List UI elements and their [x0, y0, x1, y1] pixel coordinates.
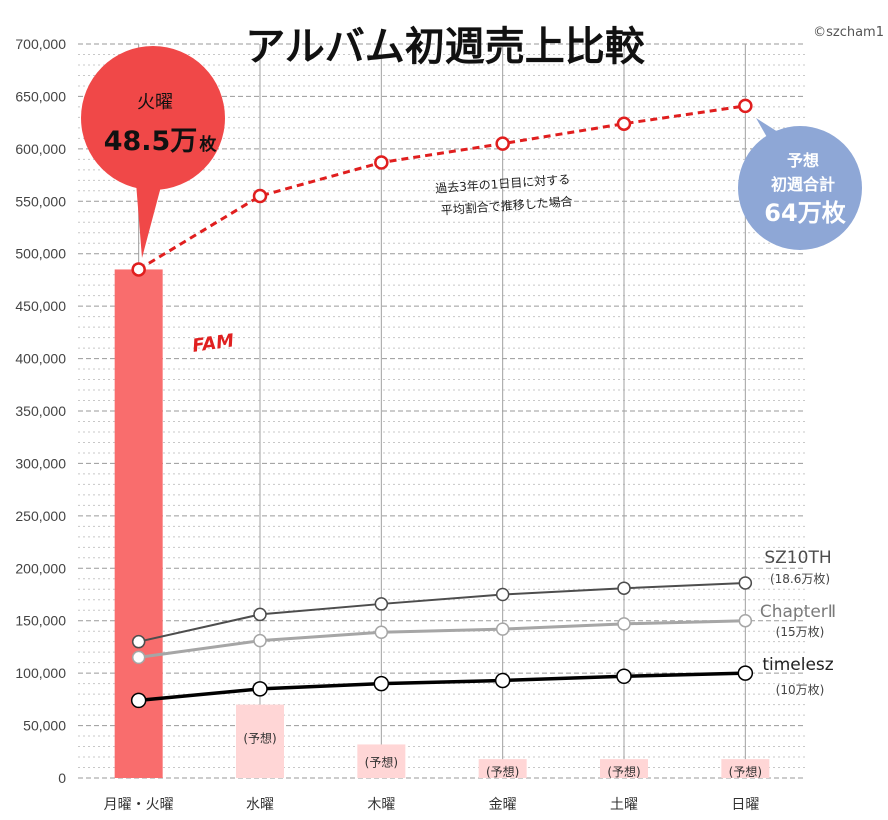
chart-title: アルバム初週売上比較 [245, 24, 646, 70]
tuesday-bubble-unit: 枚 [199, 134, 217, 155]
series-1-point [738, 576, 753, 590]
bar-1 [236, 704, 284, 778]
x-tick-label: 金曜 [489, 797, 517, 813]
series-0-point [495, 136, 510, 151]
series-line-0 [137, 104, 746, 271]
y-tick-label: 700,000 [15, 36, 66, 52]
series-lines [130, 98, 754, 709]
forecast-bubble-circle [738, 126, 862, 250]
series-2-point [253, 633, 267, 648]
series-2-point [738, 613, 753, 628]
series-2-point [495, 622, 510, 636]
y-tick-label: 300,000 [15, 455, 66, 471]
series-3-point [252, 681, 268, 697]
y-tick-label: 0 [58, 770, 66, 786]
y-tick-label: 400,000 [15, 351, 66, 367]
series-0-point [374, 155, 389, 170]
series-line-3 [138, 671, 746, 703]
forecast-label: (予想) [729, 764, 762, 779]
y-tick-label: 250,000 [15, 508, 66, 524]
x-axis-ticks: 月曜・火曜 水曜 木曜 金曜 土曜 日曜 [104, 797, 760, 813]
series-line-1 [138, 581, 746, 643]
series-2-point [374, 625, 389, 639]
series-3-point [616, 668, 632, 685]
tuesday-bubble: 火曜 48.5万枚 [81, 46, 225, 258]
series-sublabel-3: (10万枚) [776, 682, 825, 697]
tuesday-bubble-value: 48.5万 [104, 126, 198, 157]
x-tick-label: 木曜 [367, 797, 395, 813]
forecast-label: (予想) [607, 764, 640, 779]
y-tick-label: 150,000 [15, 613, 66, 629]
series-3-point [494, 672, 511, 689]
forecast-bubble: 予想 初週合計 64万枚 [738, 118, 862, 250]
series-label-1: SZ10TH [764, 548, 831, 568]
series-1-point [374, 597, 389, 611]
series-label-3: timelesz [762, 655, 833, 675]
series-3-point [737, 665, 754, 681]
y-tick-label: 50,000 [23, 718, 66, 734]
y-tick-label: 500,000 [15, 246, 66, 262]
forecast-bubble-value: 64万枚 [764, 199, 845, 227]
series-3-point [373, 675, 390, 692]
series-line-2 [138, 619, 746, 659]
tuesday-bubble-value-line: 48.5万枚 [104, 126, 218, 157]
forecast-bubble-line-2: 初週合計 [771, 175, 835, 194]
series-sublabel-2: (15万枚) [776, 624, 825, 639]
bar-3 [478, 759, 527, 778]
bar-5 [721, 759, 770, 778]
series-0-point [252, 188, 268, 204]
y-tick-label: 100,000 [15, 665, 66, 681]
bar-2 [357, 744, 406, 778]
x-tick-label: 水曜 [246, 797, 274, 813]
series-sublabel-1: (18.6万枚) [770, 571, 830, 586]
series-1-point [617, 581, 631, 595]
series-1-point [131, 634, 146, 649]
tuesday-bubble-circle [81, 46, 225, 190]
y-tick-label: 350,000 [15, 403, 66, 419]
series-labels: SZ10TH (18.6万枚) ChapterⅡ (15万枚) timelesz (10万… [760, 548, 836, 697]
series-0-point [738, 98, 753, 114]
grid [78, 43, 806, 779]
series-1-point [495, 587, 510, 602]
y-tick-label: 200,000 [15, 560, 66, 576]
x-tick-label: 月曜・火曜 [104, 797, 174, 813]
x-tick-label: 日曜 [731, 797, 759, 813]
series-2-point [131, 650, 146, 665]
tuesday-bubble-day: 火曜 [137, 92, 173, 113]
y-tick-label: 600,000 [15, 141, 66, 157]
series-1-point [253, 607, 267, 622]
forecast-label: (予想) [365, 754, 398, 769]
y-tick-label: 450,000 [15, 298, 66, 314]
y-axis-ticks: 0 50,000 100,000 150,000 200,000 250,000 300,0… [15, 36, 66, 786]
forecast-bubble-line-1: 予想 [787, 151, 819, 170]
forecast-label: (予想) [486, 764, 519, 779]
forecast-label: (予想) [243, 731, 276, 746]
y-tick-label: 550,000 [15, 193, 66, 209]
series-label-2: ChapterⅡ [760, 602, 836, 622]
series-0-point [131, 262, 146, 277]
series-0-point [616, 116, 632, 131]
credit-text: ©szcham1 [813, 25, 884, 40]
x-tick-label: 土曜 [610, 797, 638, 813]
series-3-point [130, 692, 147, 709]
y-tick-label: 650,000 [15, 88, 66, 104]
bar-4 [600, 759, 648, 778]
series-2-point [617, 617, 631, 631]
